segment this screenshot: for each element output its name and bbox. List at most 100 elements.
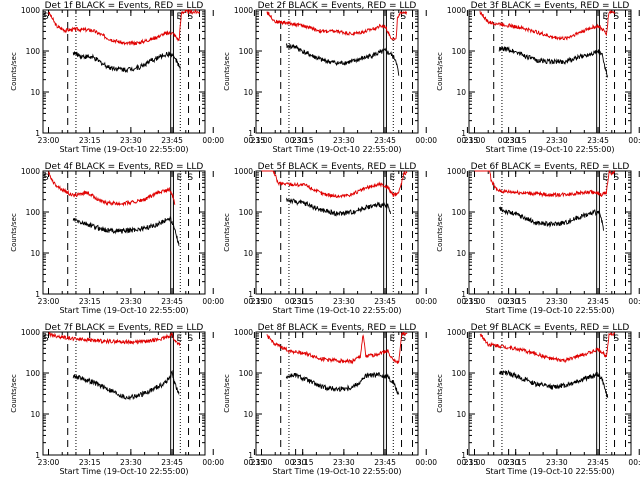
series-events-black bbox=[72, 216, 180, 246]
x-tick-label: 23:00 bbox=[38, 458, 60, 467]
x-axis-label: Start Time (19-Oct-10 22:55:00) bbox=[59, 306, 188, 315]
y-axis-label: Counts/sec bbox=[436, 213, 444, 252]
x-tick-label: 23:00 bbox=[464, 136, 486, 145]
y-tick-label: 10 bbox=[243, 88, 253, 97]
y-tick-label: 1 bbox=[35, 290, 40, 299]
series-lld-red bbox=[48, 170, 176, 207]
y-tick-label: 100 bbox=[26, 369, 41, 378]
y-tick-label: 100 bbox=[452, 208, 467, 217]
x-axis-label: Start Time (19-Oct-10 22:55:00) bbox=[272, 145, 401, 154]
x-tick-label: 23:30 bbox=[120, 136, 142, 145]
series-lld-red bbox=[48, 331, 181, 346]
plot-frame bbox=[255, 9, 419, 134]
x-tick-label: 23:45 bbox=[374, 136, 396, 145]
plot-frame bbox=[468, 9, 632, 134]
panel-title: Det 8f BLACK = Events, RED = LLD bbox=[258, 323, 417, 333]
x-tick-label: 23:45 bbox=[587, 136, 609, 145]
series-events-black bbox=[285, 371, 400, 396]
series-lld-red bbox=[266, 10, 408, 41]
x-tick-label: 23:45 bbox=[161, 458, 183, 467]
x-tick-label: 23:15 bbox=[292, 136, 314, 145]
x-tick-label: 00:30 bbox=[498, 458, 520, 467]
panel-det-4: Det 4f BLACK = Events, RED = LLD11010010… bbox=[10, 162, 307, 315]
x-axis-label: Start Time (19-Oct-10 22:55:00) bbox=[59, 467, 188, 476]
y-tick-label: 10 bbox=[30, 88, 40, 97]
plot-frame bbox=[42, 331, 206, 456]
x-tick-label: 00:15 bbox=[244, 458, 266, 467]
segment-marker: S bbox=[613, 173, 619, 183]
y-tick-label: 1000 bbox=[21, 6, 40, 15]
segment-marker: E bbox=[176, 12, 182, 22]
x-tick-label: 23:00 bbox=[251, 297, 273, 306]
y-tick-label: 1000 bbox=[234, 167, 253, 176]
y-tick-label: 1 bbox=[35, 451, 40, 460]
x-tick-label: 00:00 bbox=[415, 297, 437, 306]
segment-marker: S bbox=[43, 334, 49, 344]
x-tick-label: 23:00 bbox=[251, 458, 273, 467]
y-tick-label: 1 bbox=[461, 129, 466, 138]
y-tick-label: 10 bbox=[456, 410, 466, 419]
x-axis-label: Start Time (19-Oct-10 22:55:00) bbox=[485, 145, 614, 154]
series-events-black bbox=[498, 369, 609, 398]
segment-marker: S bbox=[43, 12, 49, 22]
segment-marker: E bbox=[602, 173, 608, 183]
series-events-black bbox=[72, 51, 181, 74]
segment-marker: E bbox=[389, 334, 395, 344]
y-axis-label: Counts/sec bbox=[436, 374, 444, 413]
y-tick-label: 1000 bbox=[21, 328, 40, 337]
segment-marker: S bbox=[187, 334, 193, 344]
x-tick-label: 23:30 bbox=[546, 136, 568, 145]
series-events-black bbox=[285, 197, 391, 217]
x-tick-label: 00:00 bbox=[202, 136, 224, 145]
y-tick-label: 100 bbox=[26, 208, 41, 217]
x-tick-label: 00:30 bbox=[498, 136, 520, 145]
x-tick-label: 23:45 bbox=[374, 458, 396, 467]
series-lld-red bbox=[474, 169, 615, 198]
segment-marker: E bbox=[602, 12, 608, 22]
x-tick-label: 23:30 bbox=[120, 297, 142, 306]
y-tick-label: 1000 bbox=[21, 167, 40, 176]
x-tick-label: 00:30 bbox=[285, 297, 307, 306]
panel-det-7: Det 7f BLACK = Events, RED = LLD11010010… bbox=[10, 323, 307, 476]
series-lld-red bbox=[266, 331, 408, 365]
series-lld-red bbox=[479, 9, 615, 41]
y-tick-label: 100 bbox=[452, 369, 467, 378]
x-tick-label: 23:00 bbox=[464, 458, 486, 467]
segment-marker: S bbox=[187, 173, 193, 183]
x-tick-label: 23:30 bbox=[546, 458, 568, 467]
series-events-black bbox=[498, 206, 604, 231]
plot-frame bbox=[468, 170, 632, 295]
series-events-black bbox=[285, 42, 400, 76]
panel-title: Det 1f BLACK = Events, RED = LLD bbox=[45, 1, 204, 11]
x-tick-label: 00:00 bbox=[628, 297, 640, 306]
panel-title: Det 9f BLACK = Events, RED = LLD bbox=[471, 323, 630, 333]
segment-marker: S bbox=[400, 334, 406, 344]
series-lld-red bbox=[261, 170, 408, 199]
y-tick-label: 1 bbox=[35, 129, 40, 138]
y-tick-label: 1000 bbox=[234, 328, 253, 337]
x-tick-label: 00:15 bbox=[244, 297, 266, 306]
x-tick-label: 23:30 bbox=[546, 297, 568, 306]
panel-title: Det 6f BLACK = Events, RED = LLD bbox=[471, 162, 630, 172]
y-tick-label: 1000 bbox=[447, 167, 466, 176]
y-axis-label: Counts/sec bbox=[10, 52, 18, 91]
y-tick-label: 1 bbox=[248, 290, 253, 299]
y-tick-label: 10 bbox=[243, 249, 253, 258]
y-tick-label: 1000 bbox=[234, 6, 253, 15]
x-axis-label: Start Time (19-Oct-10 22:55:00) bbox=[485, 467, 614, 476]
series-events-black bbox=[72, 370, 180, 401]
x-tick-label: 00:30 bbox=[285, 458, 307, 467]
segment-marker: S bbox=[400, 12, 406, 22]
x-tick-label: 00:00 bbox=[415, 458, 437, 467]
x-tick-label: 23:45 bbox=[374, 297, 396, 306]
x-tick-label: 23:30 bbox=[333, 136, 355, 145]
panel-det-5: Det 5f BLACK = Events, RED = LLD11010010… bbox=[223, 162, 520, 315]
y-tick-label: 100 bbox=[239, 47, 254, 56]
x-tick-label: 00:00 bbox=[415, 136, 437, 145]
panel-det-1: Det 1f BLACK = Events, RED = LLD 1 10 100 10… bbox=[10, 1, 307, 154]
panel-det-2: Det 2f BLACK = Events, RED = LLD11010010… bbox=[223, 1, 520, 154]
panel-title: Det 7f BLACK = Events, RED = LLD bbox=[45, 323, 204, 333]
x-axis-label: Start Time (19-Oct-10 22:55:00) bbox=[272, 306, 401, 315]
x-axis-label: Start Time (19-Oct-10 22:55:00) bbox=[485, 306, 614, 315]
